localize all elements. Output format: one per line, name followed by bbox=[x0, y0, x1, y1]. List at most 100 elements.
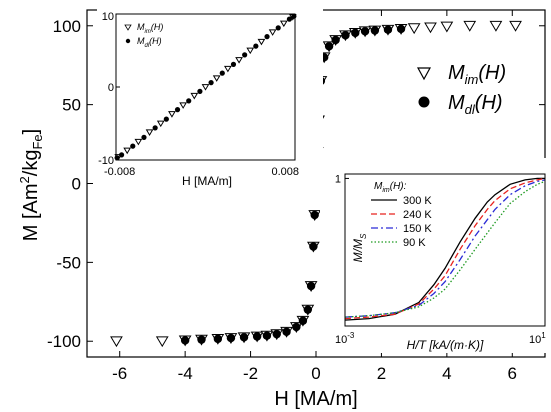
data-point-mdl bbox=[272, 329, 281, 339]
inset-point-mdl bbox=[264, 34, 270, 40]
data-point-mdl bbox=[180, 336, 190, 345]
inset-zoom-x-label: H [MA/m] bbox=[182, 174, 232, 188]
inset-point-mdl bbox=[242, 52, 248, 58]
legend-mim-end: (H) bbox=[478, 62, 506, 84]
data-point-mim bbox=[509, 20, 522, 32]
inset-point-mim bbox=[212, 75, 221, 82]
inset-point-mdl bbox=[208, 80, 214, 86]
data-point-mdl bbox=[197, 335, 206, 344]
inset-point-mim bbox=[168, 111, 176, 118]
inset2-x-tick-label: 10-3 bbox=[335, 331, 355, 346]
inset-point-mdl bbox=[253, 43, 259, 49]
legend-item-mdl: Mdl(H) bbox=[448, 92, 503, 117]
x-tick-label: 6 bbox=[508, 364, 517, 383]
x-tick-label: -2 bbox=[243, 364, 258, 383]
inset-point-mim bbox=[257, 38, 266, 46]
inset-point-mim bbox=[145, 129, 154, 136]
y-tick-label: 50 bbox=[62, 96, 81, 115]
x-tick-label: -6 bbox=[112, 364, 127, 383]
data-point-mdl bbox=[226, 333, 236, 343]
data-point-mdl bbox=[298, 316, 308, 325]
legend-label: 240 K bbox=[403, 209, 432, 221]
legend-item-mim: Mim(H) bbox=[448, 62, 506, 87]
data-point-mdl bbox=[213, 334, 223, 344]
inset-point-mim bbox=[235, 57, 243, 64]
inset-legend-mim-name: M bbox=[137, 22, 145, 32]
main-x-axis-label: H [MA/m] bbox=[274, 388, 357, 410]
data-point-mdl bbox=[282, 327, 291, 336]
legend-mim-name: M bbox=[448, 62, 465, 84]
inset-legend-mim-end: (H) bbox=[151, 22, 164, 32]
inset-line-240k bbox=[344, 177, 546, 320]
data-point-mdl bbox=[262, 331, 272, 340]
inset-point-mim bbox=[123, 147, 132, 155]
y-tick-label: -100 bbox=[47, 332, 81, 351]
inset-zoom-legend: Mim(H) Mdl(H) bbox=[124, 22, 164, 49]
inset-point-mdl bbox=[118, 152, 125, 158]
data-point-mdl bbox=[309, 242, 318, 251]
inset-x-tick-label: 0.008 bbox=[271, 166, 299, 178]
legend-mdl-end: (H) bbox=[475, 92, 503, 114]
inset-legend-triangle bbox=[124, 24, 132, 31]
legend-title-main: M bbox=[374, 181, 383, 192]
data-point-mim bbox=[110, 336, 123, 348]
inset-point-mim bbox=[201, 84, 210, 91]
x-tick-label: 0 bbox=[311, 364, 320, 383]
inset-point-mim bbox=[134, 138, 143, 146]
legend-mdl-sub: dl bbox=[465, 102, 476, 117]
inset-point-mim bbox=[279, 20, 288, 28]
inset-line-90k bbox=[344, 180, 546, 318]
main-legend: Mim(H) Mdl(H) bbox=[416, 62, 506, 117]
inset-y-tick-label: 10 bbox=[102, 11, 114, 23]
inset-point-mdl bbox=[130, 143, 136, 149]
data-point-mdl bbox=[292, 322, 301, 332]
inset-normalized-y-label: M/MS bbox=[351, 233, 368, 262]
inset-normalized-chart: 10-3 101 1 H/T [kA/(m·K)] M/MS Mim(H): 300… bbox=[320, 158, 551, 353]
inset-point-mim bbox=[190, 92, 199, 100]
inset-legend-mim-sub: im bbox=[145, 29, 151, 35]
y-tick-label: 100 bbox=[53, 17, 81, 36]
inset-normalized-ticks: 10-3 101 1 bbox=[335, 173, 546, 346]
inset-legend-mdl-name: M bbox=[137, 36, 145, 46]
data-point-mdl bbox=[396, 24, 406, 34]
y-tick-label: -50 bbox=[56, 253, 81, 272]
inset-line-150k bbox=[344, 179, 546, 318]
data-point-mdl bbox=[310, 210, 319, 220]
inset-point-mdl bbox=[163, 116, 169, 122]
inset-x-tick-label: -0.008 bbox=[104, 166, 135, 178]
data-point-mdl bbox=[331, 35, 340, 45]
y-tick-label: 0 bbox=[72, 175, 81, 194]
data-point-mdl bbox=[306, 281, 316, 291]
main-y-label-mid: /kg bbox=[20, 150, 42, 177]
inset2-x-tick-label: 101 bbox=[529, 331, 546, 346]
x-tick-label: 4 bbox=[442, 364, 451, 383]
legend-mim-sub: im bbox=[465, 72, 479, 87]
legend-label: 300 K bbox=[403, 195, 432, 207]
data-point-mdl bbox=[370, 26, 380, 35]
legend-triangle-marker bbox=[416, 67, 432, 81]
x-tick-label: -4 bbox=[178, 364, 193, 383]
inset-y-tick-label: 0 bbox=[108, 82, 114, 94]
data-point-mim bbox=[407, 23, 421, 35]
inset-point-mim bbox=[224, 65, 232, 73]
inset-normalized-frame bbox=[344, 173, 546, 327]
inset-normalized-lines bbox=[344, 177, 546, 321]
inset-point-mdl bbox=[186, 98, 192, 104]
data-point-mim bbox=[155, 336, 169, 348]
inset-point-mim bbox=[268, 29, 277, 36]
inset-point-mdl bbox=[152, 125, 158, 131]
data-point-mim bbox=[424, 22, 437, 34]
inset-legend-mdl-end: (H) bbox=[149, 36, 162, 46]
data-point-mdl bbox=[252, 332, 262, 341]
inset-point-mim bbox=[156, 120, 165, 128]
data-point-mdl bbox=[351, 28, 360, 38]
inset-legend-circle bbox=[125, 38, 131, 44]
data-point-mdl bbox=[341, 31, 350, 40]
inset-point-mim bbox=[246, 47, 255, 55]
main-y-axis-label: M [Am2/kgFe] bbox=[17, 129, 45, 241]
main-y-label-sub: Fe bbox=[30, 134, 45, 149]
data-point-mim bbox=[489, 20, 503, 32]
